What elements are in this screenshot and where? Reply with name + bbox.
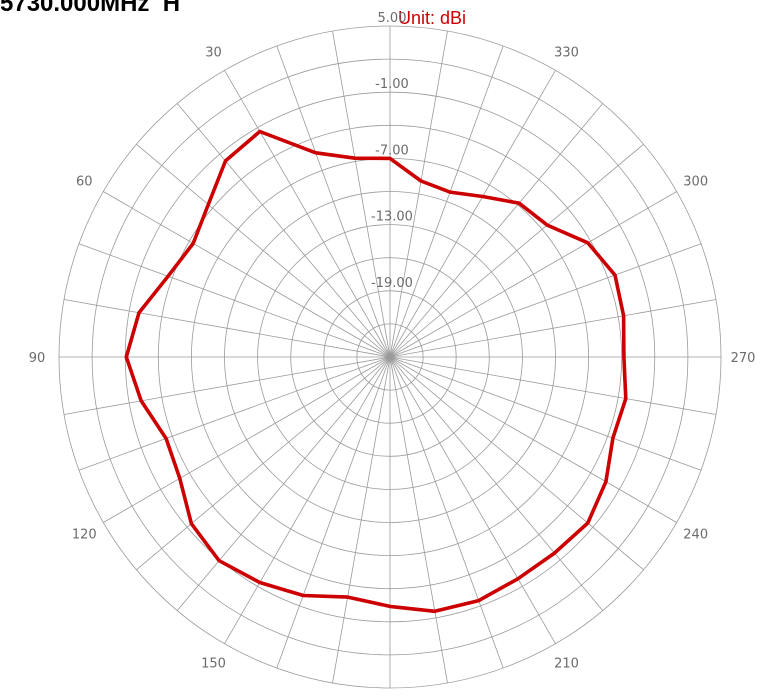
grid-spoke — [63, 299, 391, 358]
angle-label: 30 — [205, 45, 222, 60]
angle-labels: 306090120150180210240270300330 — [29, 45, 756, 672]
grid-spoke — [78, 243, 391, 358]
grid-spoke — [389, 143, 644, 358]
ring-label: -19.00 — [371, 276, 413, 291]
angle-label: 270 — [731, 351, 756, 366]
grid-spoke — [276, 356, 391, 669]
grid-spoke — [103, 191, 391, 358]
angle-label: 300 — [683, 175, 708, 190]
ring-label: -13.00 — [371, 210, 413, 225]
grid-spoke — [332, 356, 391, 684]
grid-spoke — [332, 30, 391, 358]
grid-spoke — [176, 103, 391, 358]
ring-label: 5.00 — [378, 11, 407, 26]
grid-spoke — [224, 70, 391, 358]
grid-spoke — [136, 143, 391, 358]
angle-label: 60 — [76, 175, 93, 190]
grid-spoke — [103, 356, 391, 523]
grid-spoke — [389, 356, 448, 684]
grid-spoke — [389, 30, 448, 358]
ring-label: -7.00 — [375, 143, 409, 158]
grid-spoke — [389, 191, 677, 358]
grid-spoke — [176, 356, 391, 611]
grid-spoke — [389, 356, 717, 415]
grid-spoke — [224, 356, 391, 644]
grid-spoke — [389, 356, 677, 523]
grid-spoke — [389, 45, 504, 358]
grid-spoke — [276, 45, 391, 358]
radiation-pattern-trace — [124, 129, 628, 614]
angle-label: 240 — [683, 528, 708, 543]
grid-spoke — [389, 103, 604, 358]
grid-spoke — [389, 299, 717, 358]
grid-spoke — [389, 356, 702, 471]
grid-spoke — [136, 356, 391, 571]
ring-labels: 5.00 -1.00 -7.00 -13.00 -19.00 — [371, 11, 413, 291]
ring-label: -1.00 — [375, 77, 409, 92]
grid-spoke — [389, 243, 702, 358]
angle-label: 90 — [29, 351, 46, 366]
grid-spoke — [389, 356, 556, 644]
angle-label: 120 — [72, 528, 97, 543]
grid-spoke — [78, 356, 391, 471]
grid-spoke — [389, 356, 504, 669]
grid-spoke — [389, 356, 644, 571]
grid-spoke — [389, 70, 556, 358]
grid-spoke — [389, 356, 604, 611]
angle-label: 210 — [554, 657, 579, 672]
polar-grid — [58, 25, 722, 689]
grid-spoke — [63, 356, 391, 415]
angle-label: 150 — [201, 657, 226, 672]
unit-label: Unit: dBi — [398, 8, 467, 28]
frequency-title: 5730.000MHz H — [0, 0, 181, 17]
angle-label: 330 — [554, 45, 579, 60]
